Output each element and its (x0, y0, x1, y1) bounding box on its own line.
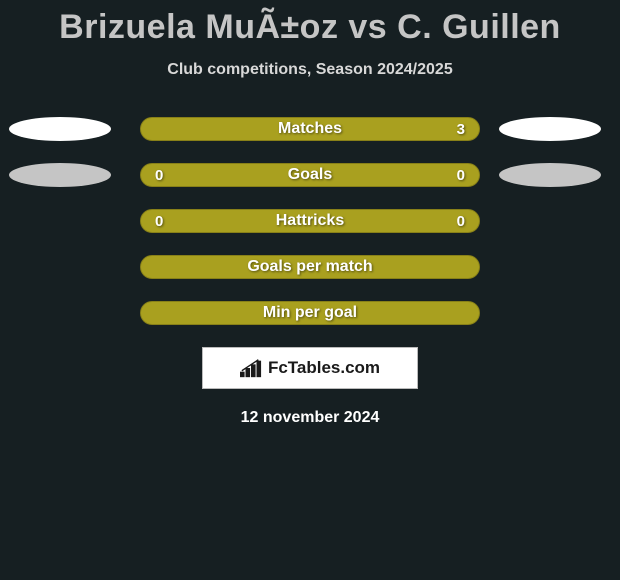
stats-container: Brizuela MuÃ±oz vs C. Guillen Club compe… (0, 0, 620, 427)
stat-label: Matches (141, 120, 479, 138)
stat-right-value: 3 (457, 121, 465, 138)
stat-row: 0Goals0 (0, 163, 620, 187)
stat-bar: Matches3 (140, 117, 480, 141)
stat-left-value: 0 (155, 213, 163, 230)
stat-bar: Min per goal (140, 301, 480, 325)
page-title: Brizuela MuÃ±oz vs C. Guillen (0, 8, 620, 47)
right-ellipse (499, 163, 601, 187)
right-ellipse (499, 117, 601, 141)
stat-right-value: 0 (457, 167, 465, 184)
left-ellipse (9, 163, 111, 187)
page-subtitle: Club competitions, Season 2024/2025 (0, 61, 620, 79)
stat-label: Goals (141, 166, 479, 184)
stat-label: Goals per match (141, 258, 479, 276)
logo-text: FcTables.com (268, 358, 380, 378)
stat-row: Matches3 (0, 117, 620, 141)
stat-right-value: 0 (457, 213, 465, 230)
stat-row: Goals per match (0, 255, 620, 279)
left-ellipse (9, 117, 111, 141)
bars-icon (240, 358, 262, 378)
stat-left-value: 0 (155, 167, 163, 184)
stat-label: Min per goal (141, 304, 479, 322)
date-label: 12 november 2024 (0, 409, 620, 427)
stat-bar: 0Hattricks0 (140, 209, 480, 233)
stat-bar: 0Goals0 (140, 163, 480, 187)
stat-label: Hattricks (141, 212, 479, 230)
stat-row: Min per goal (0, 301, 620, 325)
stat-row: 0Hattricks0 (0, 209, 620, 233)
stat-bar: Goals per match (140, 255, 480, 279)
logo-box[interactable]: FcTables.com (202, 347, 418, 389)
stats-list: Matches30Goals00Hattricks0Goals per matc… (0, 117, 620, 325)
